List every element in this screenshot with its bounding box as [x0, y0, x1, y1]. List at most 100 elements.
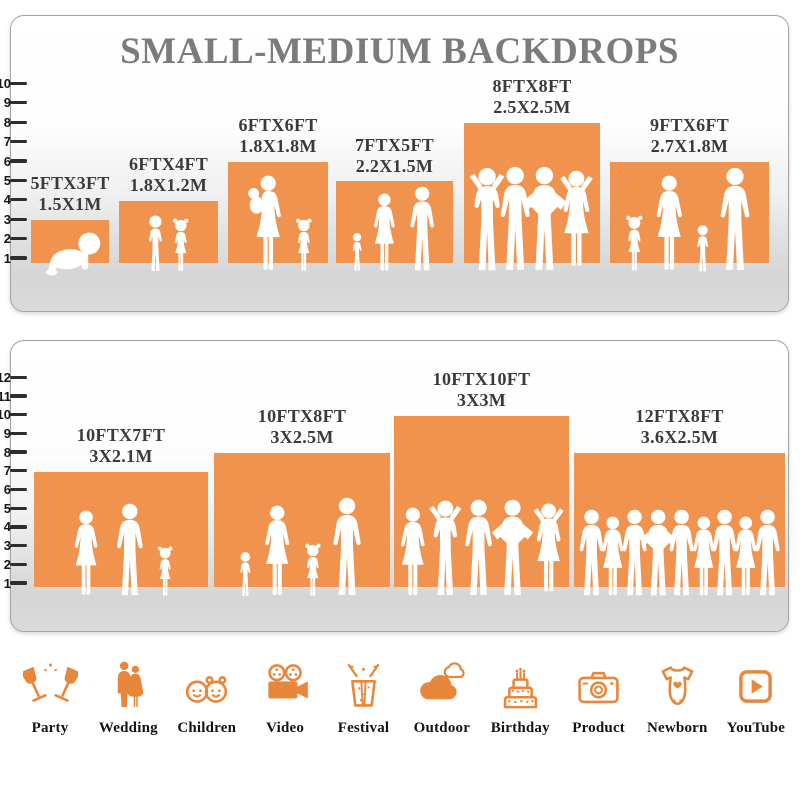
category-label: Party — [31, 720, 69, 736]
size-bar-12ftx8ft — [574, 453, 785, 587]
size-label-6ftx4ft: 6FTX4FT 1.8X1.2M — [129, 154, 208, 196]
ruler-number: 1 — [3, 575, 11, 591]
person-silhouette-woman — [648, 175, 691, 272]
silhouette-group — [580, 167, 799, 272]
category-label: Newborn — [647, 720, 708, 736]
size-bar-10ftx7ft — [34, 471, 208, 587]
ruler-tick — [10, 139, 27, 144]
size-ft: 6FTX6FT — [238, 115, 318, 136]
ruler-tick — [10, 120, 27, 124]
category-wedding: Wedding — [98, 659, 158, 737]
person-silhouette-girl — [302, 543, 324, 597]
person-silhouette-woman — [67, 510, 105, 597]
ruler-number: 2 — [3, 556, 11, 572]
ruler-number: 7 — [3, 134, 11, 150]
category-children: Children — [177, 659, 237, 737]
ruler-tick — [10, 562, 27, 566]
category-label: Video — [266, 720, 305, 736]
category-label: Festival — [337, 720, 390, 736]
video-icon — [258, 659, 313, 714]
size-label-5ftx3ft: 5FTX3FT 1.5X1M — [30, 173, 109, 215]
festival-icon — [336, 659, 391, 714]
size-label-10ftx7ft: 10FTX7FT 3X2.1M — [77, 425, 165, 467]
ruler-number: 9 — [3, 425, 11, 441]
ruler-tick — [10, 375, 27, 379]
person-silhouette-toddler — [350, 232, 364, 272]
silhouette-group — [544, 509, 800, 597]
category-label: Birthday — [490, 720, 550, 736]
size-m: 3.6X2.5M — [640, 427, 719, 448]
size-m: 3X3M — [456, 389, 507, 410]
size-ft: 10FTX10FT — [432, 368, 531, 389]
ruler-number: 5 — [3, 172, 11, 188]
size-m: 3X2.5M — [270, 427, 334, 448]
ruler-tick — [10, 159, 27, 163]
ruler-tick — [10, 581, 27, 585]
category-label: Product — [572, 720, 626, 736]
party-icon — [23, 659, 78, 714]
category-label: Outdoor — [413, 720, 471, 736]
newborn-icon — [650, 659, 705, 714]
ruler-number: 12 — [0, 369, 11, 385]
size-ft: 5FTX3FT — [30, 173, 110, 194]
person-silhouette-man — [714, 167, 756, 272]
size-bar-6ftx4ft — [119, 200, 218, 263]
ruler-number: 9 — [3, 95, 11, 111]
size-label-8ftx8ft: 8FTX8FT 2.5X2.5M — [492, 76, 571, 118]
person-silhouette-girl — [170, 218, 192, 272]
page-title: SMALL-MEDIUM BACKDROPS — [120, 31, 679, 72]
ruler-number: 4 — [3, 519, 11, 535]
size-ft: 10FTX8FT — [257, 406, 347, 427]
person-silhouette-toddler — [237, 551, 254, 597]
size-m: 2.5X2.5M — [493, 97, 571, 118]
size-ft: 12FTX8FT — [635, 406, 724, 427]
ruler-number: 11 — [0, 388, 11, 404]
category-festival: Festival — [334, 659, 394, 737]
ruler-tick — [10, 81, 27, 86]
category-label: YouTube — [726, 720, 786, 736]
size-label-10ftx10ft: 10FTX10FT 3X3M — [433, 369, 531, 411]
size-bar-10ftx10ft — [394, 415, 569, 587]
ruler-number: 4 — [3, 192, 11, 208]
size-m: 1.8X1.2M — [129, 174, 208, 195]
ruler-tick — [10, 487, 27, 492]
size-m: 3X2.1M — [89, 445, 153, 466]
ruler-number: 6 — [3, 153, 11, 169]
category-video: Video — [255, 659, 315, 737]
ruler-tick — [10, 236, 27, 241]
person-silhouette-woman — [257, 505, 298, 597]
size-m: 2.7X1.8M — [650, 136, 729, 157]
person-silhouette-man — [327, 497, 367, 597]
wedding-icon — [101, 659, 156, 714]
size-bar-8ftx8ft — [464, 123, 600, 263]
size-bar-6ftx6ft — [228, 162, 328, 263]
ruler-tick — [10, 506, 27, 510]
size-ft: 8FTX8FT — [492, 76, 572, 97]
person-silhouette-man — [111, 503, 149, 597]
person-silhouette-girl — [623, 215, 646, 272]
size-label-9ftx6ft: 9FTX6FT 2.7X1.8M — [650, 115, 729, 157]
ruler-tick — [10, 217, 27, 221]
size-m: 2.2X1.5M — [355, 155, 434, 176]
size-bar-10ftx8ft — [214, 453, 390, 587]
youtube-icon — [728, 659, 783, 714]
ruler-number: 7 — [3, 463, 11, 479]
person-silhouette-toddler — [694, 224, 711, 272]
category-party: Party — [20, 659, 80, 737]
ruler-number: 5 — [3, 500, 11, 516]
person-silhouette-boy — [145, 214, 166, 272]
person-silhouette-woman — [367, 193, 402, 272]
ruler-tick — [10, 469, 27, 473]
category-product: Product — [569, 659, 629, 737]
ruler-tick — [10, 178, 27, 183]
panel-large-backdrops: 10FTX7FT 3X2.1M 10FTX8FT 3X2.5M 10FTX10FT 3X3… — [10, 340, 789, 632]
size-label-12ftx8ft: 12FTX8FT 3.6X2.5M — [635, 406, 723, 448]
outdoor-icon — [414, 659, 469, 714]
ruler-number: 2 — [3, 231, 11, 247]
ruler-tick — [10, 431, 27, 436]
birthday-icon — [493, 659, 548, 714]
ruler-number: 10 — [0, 407, 11, 423]
ruler-tick — [10, 198, 27, 202]
panel-small-medium-backdrops: SMALL-MEDIUM BACKDROPS 5FTX3FT 1.5X1M 6FTX… — [10, 15, 789, 312]
